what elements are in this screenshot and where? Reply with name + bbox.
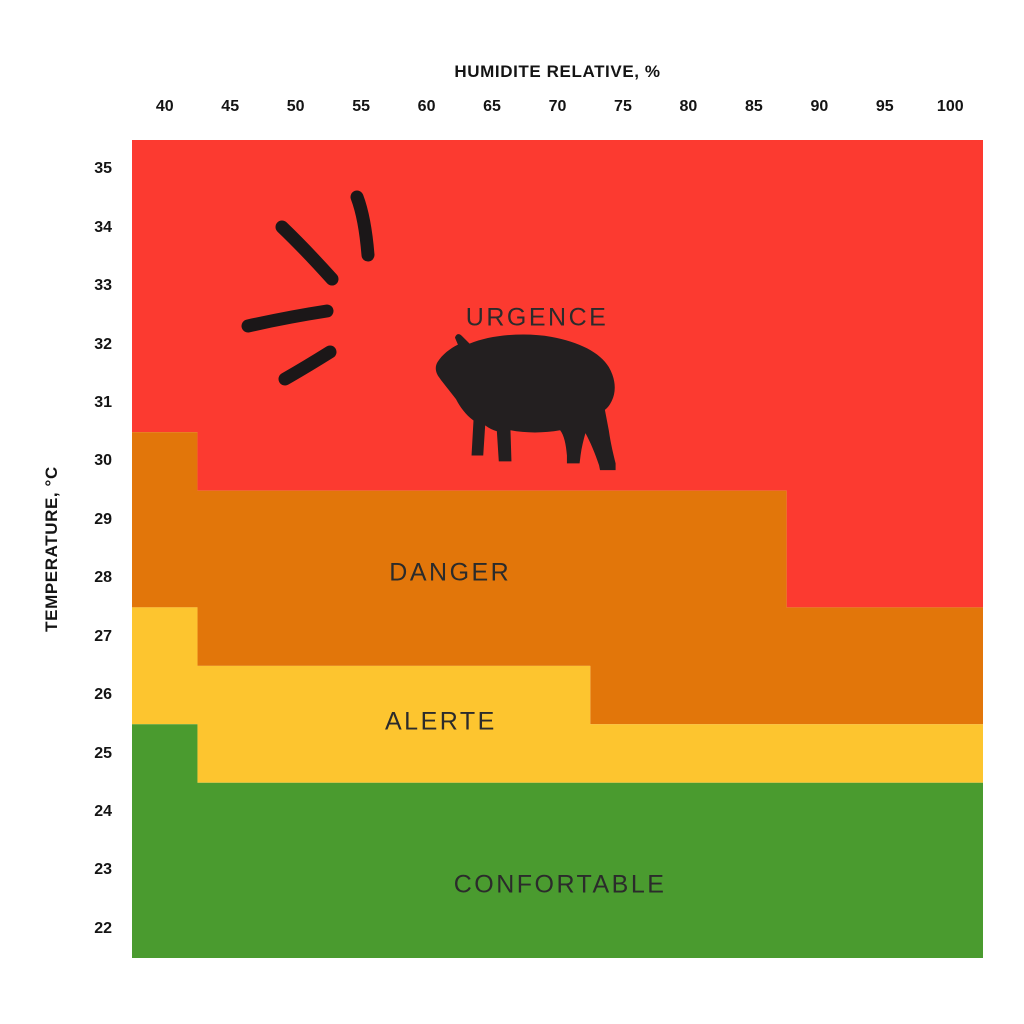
x-axis-tick-row: 40 45 50 55 60 65 70 75 80 85 90 95 100 — [132, 98, 983, 122]
y-axis-tick-column: 35 34 33 32 31 30 29 28 27 26 25 24 23 22 — [0, 140, 112, 958]
y-tick-23: 23 — [94, 861, 112, 879]
zone-chart-plot-area: URGENCE DANGER ALERTE CONFORTABLE — [132, 140, 983, 958]
x-tick-65: 65 — [483, 98, 501, 115]
x-tick-95: 95 — [875, 98, 894, 115]
x-axis-title: HUMIDITE RELATIVE, % — [454, 62, 661, 81]
y-tick-25: 25 — [94, 744, 112, 762]
y-tick-28: 28 — [94, 569, 112, 587]
y-tick-27: 27 — [94, 627, 112, 645]
x-tick-55: 55 — [352, 98, 371, 115]
x-tick-50: 50 — [286, 98, 305, 115]
x-tick-100: 100 — [936, 98, 964, 115]
x-tick-85: 85 — [744, 98, 763, 115]
y-tick-29: 29 — [94, 510, 112, 528]
y-tick-24: 24 — [94, 802, 112, 820]
x-tick-80: 80 — [679, 98, 698, 115]
y-tick-26: 26 — [94, 686, 112, 704]
x-tick-40: 40 — [155, 98, 174, 115]
x-tick-75: 75 — [614, 98, 632, 115]
pig-icon — [435, 334, 616, 471]
y-tick-32: 32 — [94, 335, 112, 353]
x-tick-60: 60 — [417, 98, 436, 115]
y-tick-35: 35 — [94, 160, 112, 178]
x-tick-90: 90 — [810, 98, 829, 115]
x-tick-70: 70 — [548, 98, 567, 115]
y-tick-30: 30 — [94, 452, 112, 470]
y-tick-31: 31 — [94, 393, 112, 411]
y-tick-34: 34 — [94, 218, 112, 236]
y-tick-22: 22 — [94, 919, 112, 937]
alarm-burst-icon — [241, 190, 375, 386]
zone-label-confortable: CONFORTABLE — [453, 870, 667, 899]
zone-label-urgence: URGENCE — [465, 303, 609, 332]
zone-label-danger: DANGER — [389, 558, 512, 587]
y-tick-33: 33 — [94, 277, 112, 295]
x-tick-45: 45 — [221, 98, 240, 115]
zone-label-alerte: ALERTE — [385, 707, 497, 736]
